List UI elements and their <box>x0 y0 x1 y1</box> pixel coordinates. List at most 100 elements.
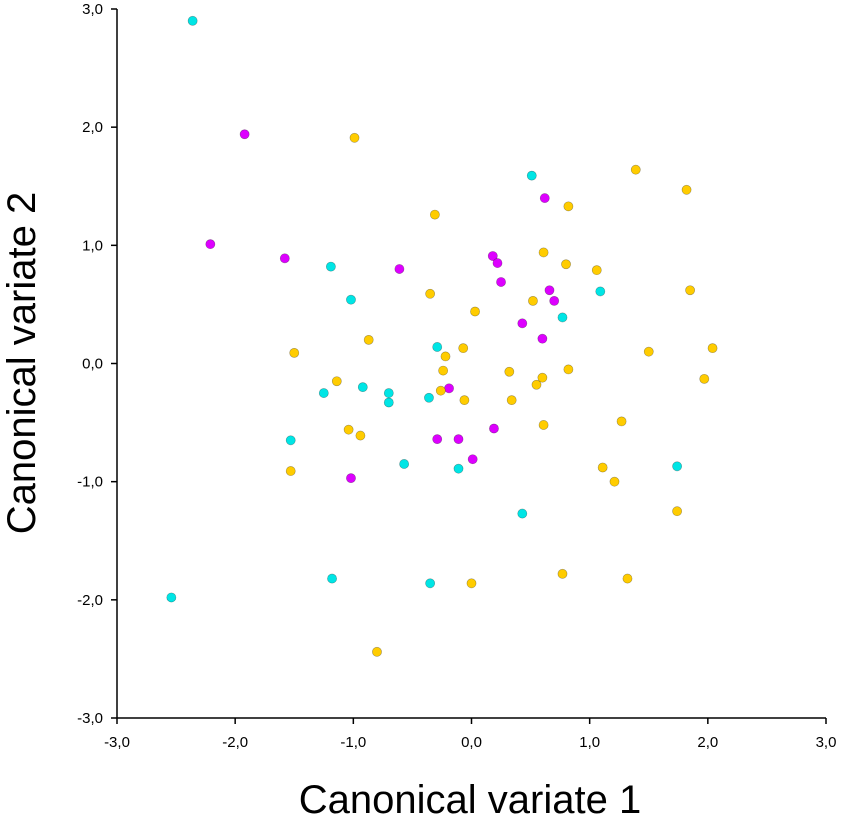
data-point <box>357 382 368 393</box>
data-point <box>538 420 549 430</box>
data-point <box>346 294 356 305</box>
data-point <box>672 506 683 517</box>
data-point <box>438 365 449 376</box>
data-point <box>517 318 528 329</box>
data-point <box>496 277 506 287</box>
y-tick-label: -3,0 <box>77 710 103 727</box>
y-axis-title: Canonical variate 2 <box>0 192 44 534</box>
x-tick-label: -3,0 <box>104 734 130 751</box>
data-point <box>699 373 710 384</box>
data-point <box>504 366 515 377</box>
data-point <box>166 592 177 603</box>
data-point <box>531 379 542 390</box>
y-tick-label: -2,0 <box>77 592 103 609</box>
data-point <box>444 383 454 394</box>
data-point <box>595 286 606 297</box>
data-point <box>681 184 692 195</box>
series-1 <box>205 129 560 484</box>
data-point <box>622 573 633 584</box>
data-point <box>489 423 499 434</box>
data-point <box>561 259 571 270</box>
data-point <box>549 295 560 306</box>
data-point <box>187 15 198 26</box>
data-point <box>466 578 477 589</box>
data-point <box>557 568 568 579</box>
data-point <box>285 435 296 446</box>
data-point <box>440 351 451 362</box>
data-point <box>470 306 480 317</box>
data-point <box>453 463 464 474</box>
data-point <box>563 201 574 212</box>
data-point <box>591 265 602 276</box>
series-0 <box>166 15 683 603</box>
data-point <box>526 170 537 181</box>
data-point <box>205 239 216 250</box>
y-tick-label: 2,0 <box>82 119 103 136</box>
data-point <box>425 578 436 589</box>
data-point <box>459 395 470 406</box>
data-point <box>394 264 405 274</box>
data-point <box>537 372 548 383</box>
data-point <box>331 376 342 387</box>
data-point <box>487 251 498 261</box>
data-point <box>544 285 555 296</box>
axes: -3,0 -2,0 -1,0 0,0 1,0 2,0 3,0 3,0 2,0 1,0 0,0 -1,0… <box>77 1 836 751</box>
data-point <box>557 312 568 323</box>
series-2 <box>285 132 718 657</box>
data-point <box>458 343 469 354</box>
data-point <box>453 434 464 445</box>
data-point <box>517 508 528 519</box>
y-tick-label: 0,0 <box>82 356 103 373</box>
data-point <box>346 473 356 484</box>
data-point <box>630 164 641 175</box>
data-point <box>349 132 360 143</box>
data-point <box>609 476 620 487</box>
data-point <box>325 261 336 272</box>
data-point <box>467 454 478 465</box>
data-point <box>597 462 608 473</box>
data-point <box>537 333 548 344</box>
data-point <box>539 193 550 203</box>
data-point <box>506 395 517 406</box>
data-point <box>538 247 549 258</box>
data-point <box>616 416 627 427</box>
x-tick-label: 1,0 <box>579 734 600 751</box>
data-point <box>492 258 503 268</box>
x-axis-title: Canonical variate 1 <box>299 778 641 814</box>
x-tick-label: 3,0 <box>816 734 837 751</box>
data-point <box>643 346 654 357</box>
data-point <box>285 466 296 476</box>
data-point <box>279 253 290 264</box>
data-point <box>528 295 538 306</box>
x-tick-label: -2,0 <box>222 734 248 751</box>
data-point <box>707 343 718 354</box>
data-point <box>672 461 683 472</box>
data-point <box>563 364 574 375</box>
data-point <box>355 430 366 441</box>
data-points <box>166 15 718 657</box>
data-point <box>289 347 300 358</box>
data-point <box>429 209 440 220</box>
data-point <box>372 646 382 657</box>
x-tick-label: 0,0 <box>461 734 482 751</box>
x-tick-label: -1,0 <box>340 734 366 751</box>
y-tick-label: 3,0 <box>82 1 103 18</box>
data-point <box>685 285 696 296</box>
data-point <box>343 424 354 435</box>
y-tick-label: 1,0 <box>82 237 103 254</box>
data-point <box>383 397 394 408</box>
data-point <box>383 388 394 398</box>
data-point <box>327 573 337 584</box>
data-point <box>432 342 443 352</box>
data-point <box>363 334 374 345</box>
data-point <box>432 434 443 445</box>
data-point <box>425 288 436 299</box>
data-point <box>424 392 434 403</box>
data-point <box>399 459 410 469</box>
y-tick-label: -1,0 <box>77 474 103 491</box>
data-point <box>435 385 446 396</box>
data-point <box>318 388 329 398</box>
data-point <box>239 129 250 140</box>
x-tick-label: 2,0 <box>697 734 718 751</box>
